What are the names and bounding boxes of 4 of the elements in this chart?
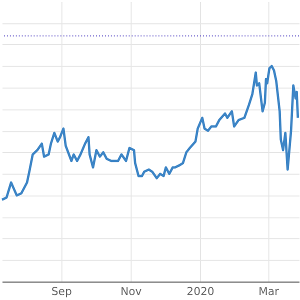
x-tick-label: Sep: [51, 285, 72, 298]
x-tick-label: Mar: [258, 285, 280, 298]
x-tick-label: Nov: [120, 285, 142, 298]
x-tick-label: 2020: [186, 285, 214, 298]
